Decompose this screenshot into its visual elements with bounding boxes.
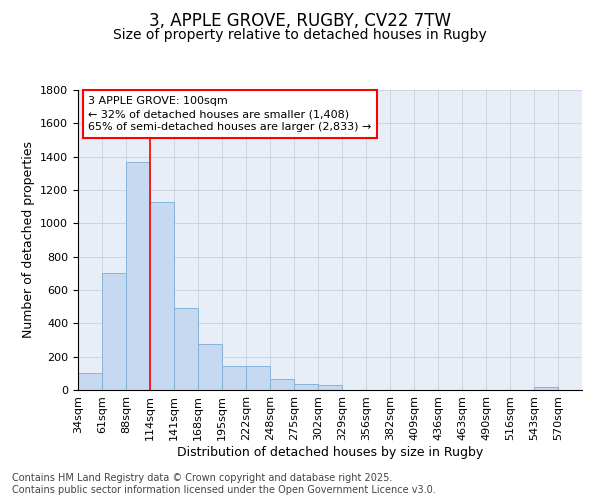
Text: 3 APPLE GROVE: 100sqm
← 32% of detached houses are smaller (1,408)
65% of semi-d: 3 APPLE GROVE: 100sqm ← 32% of detached … bbox=[88, 96, 371, 132]
Bar bbox=[126, 162, 150, 390]
Bar bbox=[534, 386, 558, 390]
Bar bbox=[222, 366, 246, 390]
X-axis label: Distribution of detached houses by size in Rugby: Distribution of detached houses by size … bbox=[177, 446, 483, 458]
Bar bbox=[102, 274, 126, 390]
Bar bbox=[318, 385, 342, 390]
Bar bbox=[246, 366, 270, 390]
Bar bbox=[78, 374, 102, 390]
Text: Size of property relative to detached houses in Rugby: Size of property relative to detached ho… bbox=[113, 28, 487, 42]
Text: 3, APPLE GROVE, RUGBY, CV22 7TW: 3, APPLE GROVE, RUGBY, CV22 7TW bbox=[149, 12, 451, 30]
Y-axis label: Number of detached properties: Number of detached properties bbox=[22, 142, 35, 338]
Text: Contains HM Land Registry data © Crown copyright and database right 2025.
Contai: Contains HM Land Registry data © Crown c… bbox=[12, 474, 436, 495]
Bar bbox=[174, 308, 198, 390]
Bar bbox=[270, 379, 294, 390]
Bar bbox=[150, 202, 174, 390]
Bar bbox=[198, 344, 222, 390]
Bar bbox=[294, 384, 318, 390]
